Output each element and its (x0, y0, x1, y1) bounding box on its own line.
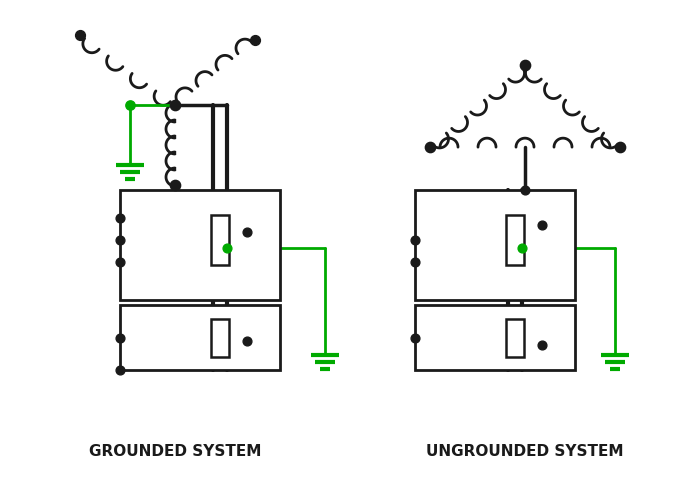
Point (410, 236, 421, 243)
Point (410, 258, 421, 265)
Point (221, 244, 232, 252)
Point (114, 236, 125, 243)
Text: GROUNDED SYSTEM: GROUNDED SYSTEM (89, 444, 261, 459)
Point (615, 144, 626, 151)
Point (519, 61, 531, 69)
Point (114, 366, 125, 374)
Point (169, 181, 181, 189)
Bar (120, 305, 280, 370)
Bar (211, 319, 229, 357)
Point (516, 244, 527, 252)
Point (424, 144, 435, 151)
Point (74, 31, 85, 39)
Point (410, 334, 421, 341)
Bar (415, 190, 575, 300)
Point (114, 214, 125, 221)
Bar (211, 215, 229, 264)
Point (114, 334, 125, 341)
Point (519, 186, 531, 194)
Point (241, 337, 253, 345)
Bar (506, 319, 524, 357)
Bar (415, 305, 575, 370)
Point (241, 228, 253, 236)
Point (169, 101, 181, 109)
Point (249, 36, 260, 44)
Bar (506, 215, 524, 264)
Bar (120, 190, 280, 300)
Point (125, 101, 136, 109)
Text: UNGROUNDED SYSTEM: UNGROUNDED SYSTEM (426, 444, 624, 459)
Point (536, 221, 547, 229)
Point (114, 258, 125, 265)
Point (536, 341, 547, 349)
